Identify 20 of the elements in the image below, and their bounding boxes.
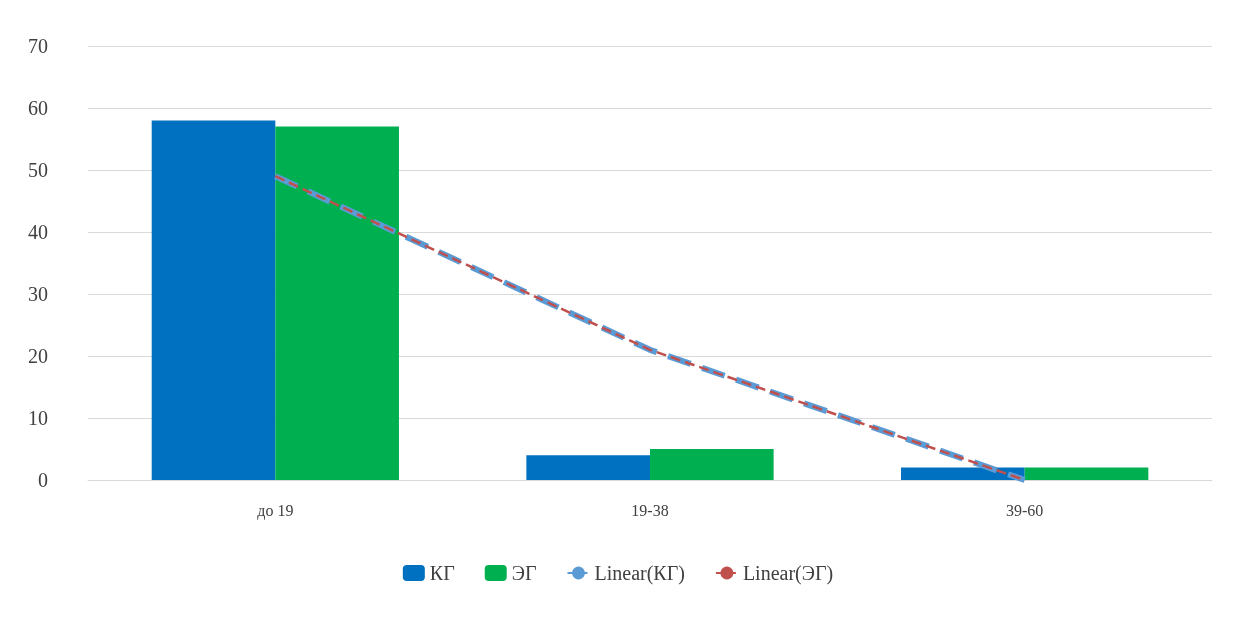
bar [1024, 467, 1149, 480]
x-tick-label: до 19 [257, 501, 294, 520]
bar [275, 126, 399, 480]
legend-label: КГ [429, 562, 455, 584]
bar [526, 455, 650, 480]
y-tick-label: 70 [28, 35, 48, 57]
y-tick-label: 10 [28, 407, 48, 429]
y-tick-label: 60 [28, 97, 48, 119]
bar [650, 449, 774, 480]
y-tick-label: 20 [28, 345, 48, 367]
legend-label: Linear(КГ) [594, 562, 685, 585]
bar [151, 120, 276, 480]
legend-label: ЭГ [511, 562, 537, 584]
y-tick-label: 50 [28, 159, 48, 181]
x-tick-label: 39-60 [1006, 501, 1044, 519]
y-tick-label: 30 [28, 283, 48, 305]
legend-label: Linear(ЭГ) [742, 562, 834, 585]
y-tick-label: 0 [38, 469, 48, 491]
y-tick-label: 40 [28, 221, 48, 243]
x-tick-label: 19-38 [631, 501, 669, 519]
